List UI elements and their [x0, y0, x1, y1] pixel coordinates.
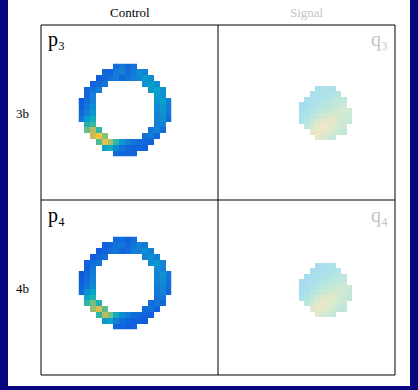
svg-text:q₄: q₄: [371, 204, 388, 227]
svg-text:4b: 4b: [16, 281, 29, 296]
svg-text:3b: 3b: [16, 106, 29, 121]
svg-text:Signal: Signal: [290, 5, 324, 20]
svg-text:p₃: p₃: [48, 28, 65, 51]
svg-text:q₃: q₃: [371, 28, 388, 51]
svg-text:p₄: p₄: [48, 204, 65, 227]
svg-text:Control: Control: [110, 5, 150, 20]
